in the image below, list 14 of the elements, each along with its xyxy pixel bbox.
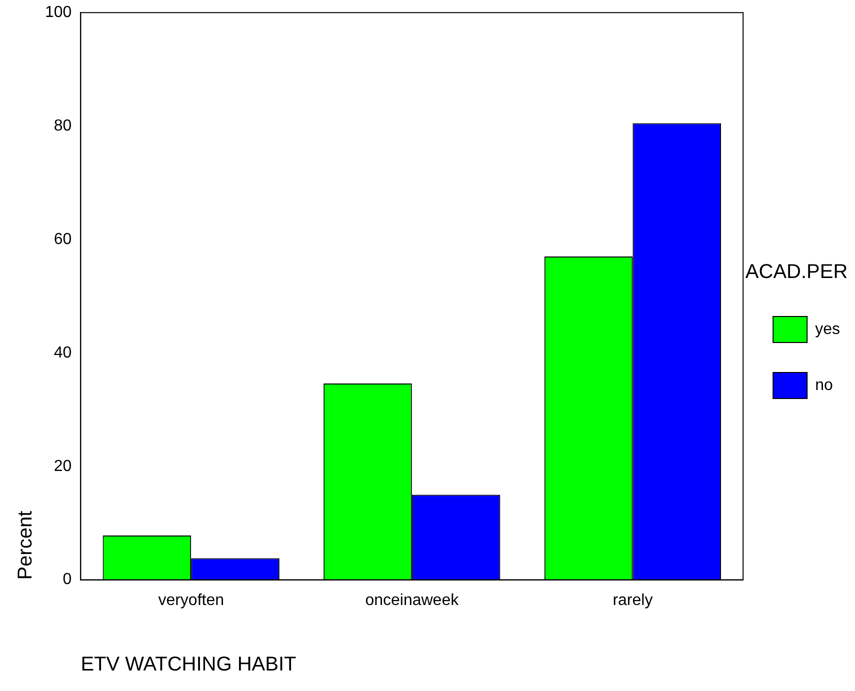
y-tick-label: 40 — [54, 344, 72, 362]
x-tick-label: veryoften — [158, 592, 224, 609]
y-tick-label: 80 — [54, 117, 72, 134]
x-tick-label: onceinaweek — [365, 592, 460, 609]
x-tick-label: rarely — [612, 592, 653, 609]
y-tick-label: 60 — [54, 230, 72, 248]
y-tick-label: 20 — [54, 458, 72, 475]
x-axis-title: ETV WATCHING HABIT — [80, 654, 296, 676]
legend-title: ACAD.PER — [745, 261, 848, 284]
y-tick-label: 100 — [44, 4, 72, 22]
y-axis-title: Percent — [14, 510, 37, 580]
legend-label: yes — [815, 320, 840, 338]
y-tick-label: 0 — [62, 571, 72, 588]
legend-label: no — [815, 376, 833, 394]
